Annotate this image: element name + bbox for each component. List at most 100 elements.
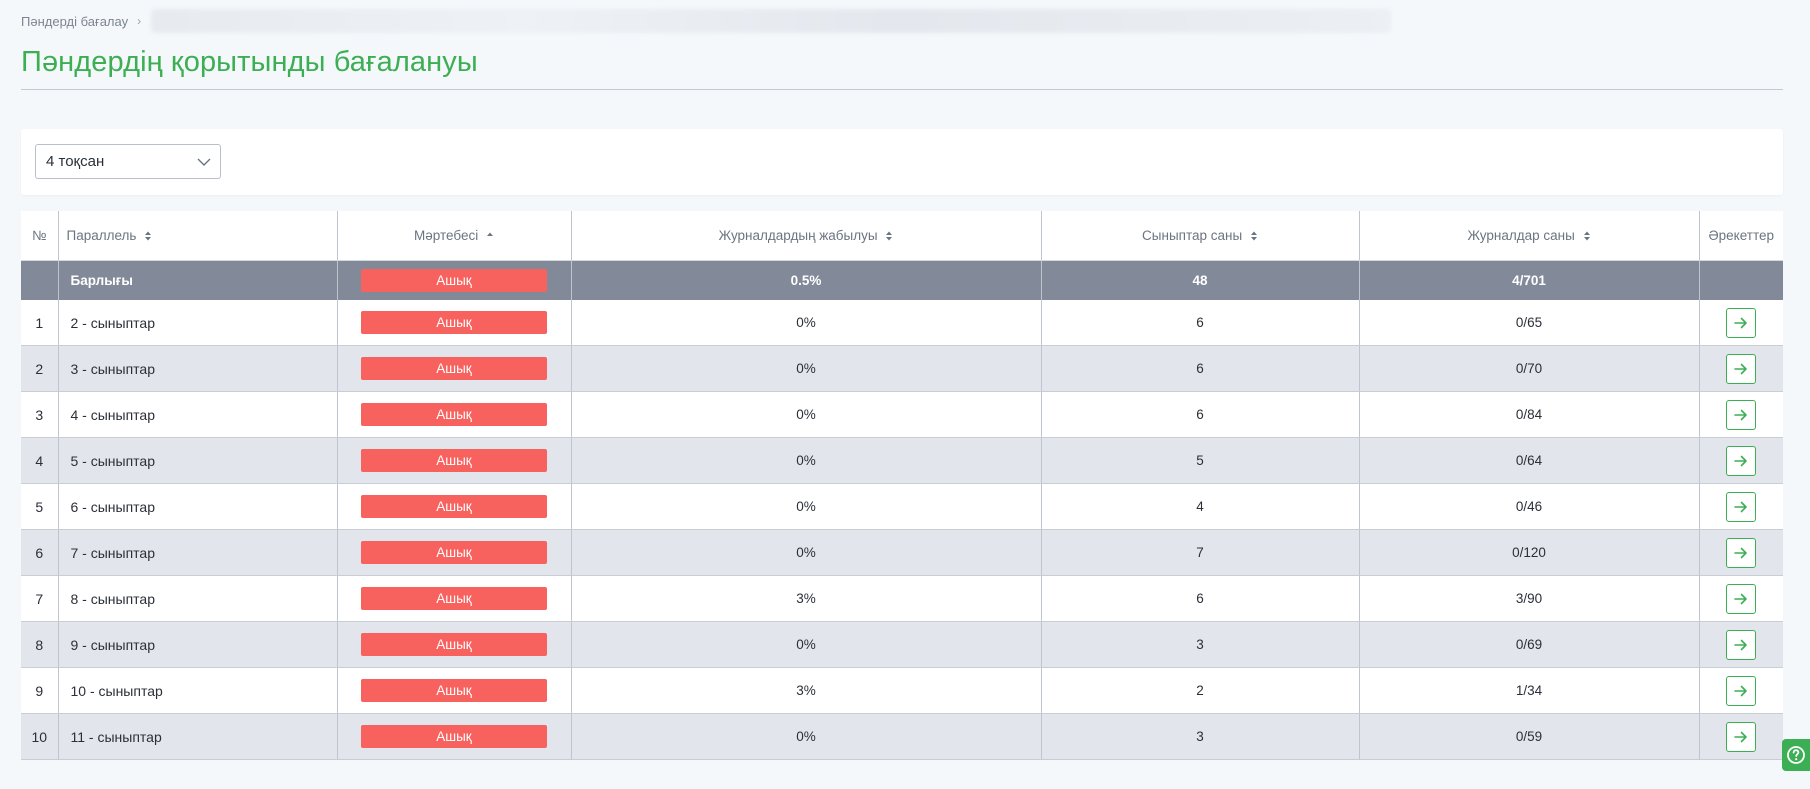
row-status-cell: Ашық [337, 483, 572, 530]
status-badge: Ашық [361, 541, 547, 564]
arrow-right-icon [1734, 409, 1748, 420]
total-label: Барлығы [58, 260, 338, 300]
row-status-cell: Ашық [337, 621, 572, 668]
status-badge: Ашық [361, 495, 547, 518]
row-no: 1 [21, 300, 59, 346]
row-parallel: 9 - сыныптар [58, 621, 338, 668]
row-journals-count: 3/90 [1359, 575, 1700, 622]
quarter-select-value: 4 тоқсан [46, 153, 105, 170]
row-status-cell: Ашық [337, 667, 572, 714]
row-classes-count: 7 [1041, 529, 1360, 576]
sort-icon[interactable] [1250, 230, 1258, 242]
sort-icon[interactable] [885, 230, 893, 242]
arrow-right-icon [1734, 547, 1748, 558]
header-status[interactable]: Мәртебесі [337, 211, 572, 261]
row-actions [1699, 529, 1783, 576]
chevron-right-icon: › [137, 14, 142, 28]
header-classes-count[interactable]: Сыныптар саны [1041, 211, 1360, 261]
quarter-select[interactable]: 4 тоқсан [35, 144, 221, 179]
row-parallel: 11 - сыныптар [58, 713, 338, 760]
chevron-down-icon [197, 158, 211, 166]
row-parallel: 2 - сыныптар [58, 300, 338, 346]
row-classes-count: 4 [1041, 483, 1360, 530]
filter-panel: 4 тоқсан [21, 129, 1783, 195]
row-classes-count: 6 [1041, 575, 1360, 622]
help-button[interactable] [1782, 739, 1810, 771]
open-row-button[interactable] [1726, 537, 1757, 568]
header-no: № [21, 211, 59, 261]
open-row-button[interactable] [1726, 583, 1757, 614]
row-parallel: 8 - сыныптар [58, 575, 338, 622]
row-journals-closed: 0% [571, 621, 1042, 668]
row-classes-count: 6 [1041, 391, 1360, 438]
arrow-right-icon [1734, 731, 1748, 742]
header-journals-closed[interactable]: Журналдардың жабылуы [571, 211, 1042, 261]
open-row-button[interactable] [1726, 445, 1757, 476]
status-badge: Ашық [361, 449, 547, 472]
row-actions [1699, 713, 1783, 760]
row-classes-count: 6 [1041, 300, 1360, 346]
total-journals-closed: 0.5% [571, 260, 1042, 300]
open-row-button[interactable] [1726, 675, 1757, 706]
row-no: 10 [21, 713, 59, 760]
sort-icon[interactable] [144, 230, 152, 242]
row-parallel: 5 - сыныптар [58, 437, 338, 484]
open-row-button[interactable] [1726, 353, 1757, 384]
row-no: 7 [21, 575, 59, 622]
open-row-button[interactable] [1726, 399, 1757, 430]
breadcrumb-link-root[interactable]: Пәндерді бағалау [21, 13, 129, 29]
row-status-cell: Ашық [337, 300, 572, 346]
status-badge: Ашық [361, 725, 547, 748]
row-journals-closed: 0% [571, 391, 1042, 438]
table-row: 9 10 - сыныптар Ашық 3% 2 1/34 [21, 667, 1783, 714]
open-row-button[interactable] [1726, 721, 1757, 752]
row-journals-count: 0/65 [1359, 300, 1700, 346]
title-divider [21, 89, 1783, 90]
status-badge: Ашық [361, 679, 547, 702]
total-no [21, 260, 59, 300]
row-parallel: 6 - сыныптар [58, 483, 338, 530]
status-badge: Ашық [361, 311, 547, 334]
row-status-cell: Ашық [337, 437, 572, 484]
row-journals-closed: 0% [571, 300, 1042, 346]
status-badge: Ашық [361, 403, 547, 426]
row-classes-count: 6 [1041, 345, 1360, 392]
row-actions [1699, 300, 1783, 346]
page-title: Пәндердің қорытынды бағалануы [21, 46, 478, 78]
row-status-cell: Ашық [337, 391, 572, 438]
open-row-button[interactable] [1726, 307, 1757, 338]
row-journals-count: 0/46 [1359, 483, 1700, 530]
sort-asc-icon[interactable] [486, 230, 494, 242]
row-actions [1699, 391, 1783, 438]
row-journals-count: 0/59 [1359, 713, 1700, 760]
open-row-button[interactable] [1726, 629, 1757, 660]
row-actions [1699, 575, 1783, 622]
status-badge: Ашық [361, 357, 547, 380]
row-no: 4 [21, 437, 59, 484]
row-parallel: 4 - сыныптар [58, 391, 338, 438]
arrow-right-icon [1734, 317, 1748, 328]
row-status-cell: Ашық [337, 529, 572, 576]
breadcrumb-current-blurred [151, 9, 1392, 33]
status-badge: Ашық [361, 587, 547, 610]
row-no: 6 [21, 529, 59, 576]
header-journals-count[interactable]: Журналдар саны [1359, 211, 1700, 261]
row-no: 3 [21, 391, 59, 438]
row-actions [1699, 437, 1783, 484]
breadcrumb: Пәндерді бағалау › [21, 9, 1392, 33]
open-row-button[interactable] [1726, 491, 1757, 522]
row-journals-count: 0/70 [1359, 345, 1700, 392]
table-header-row: № Параллель Мәртебесі Журналдардың жабыл… [21, 211, 1783, 261]
header-parallel[interactable]: Параллель [58, 211, 338, 261]
row-journals-closed: 3% [571, 667, 1042, 714]
row-actions [1699, 667, 1783, 714]
sort-icon[interactable] [1583, 230, 1591, 242]
arrow-right-icon [1734, 593, 1748, 604]
arrow-right-icon [1734, 639, 1748, 650]
row-journals-count: 0/120 [1359, 529, 1700, 576]
